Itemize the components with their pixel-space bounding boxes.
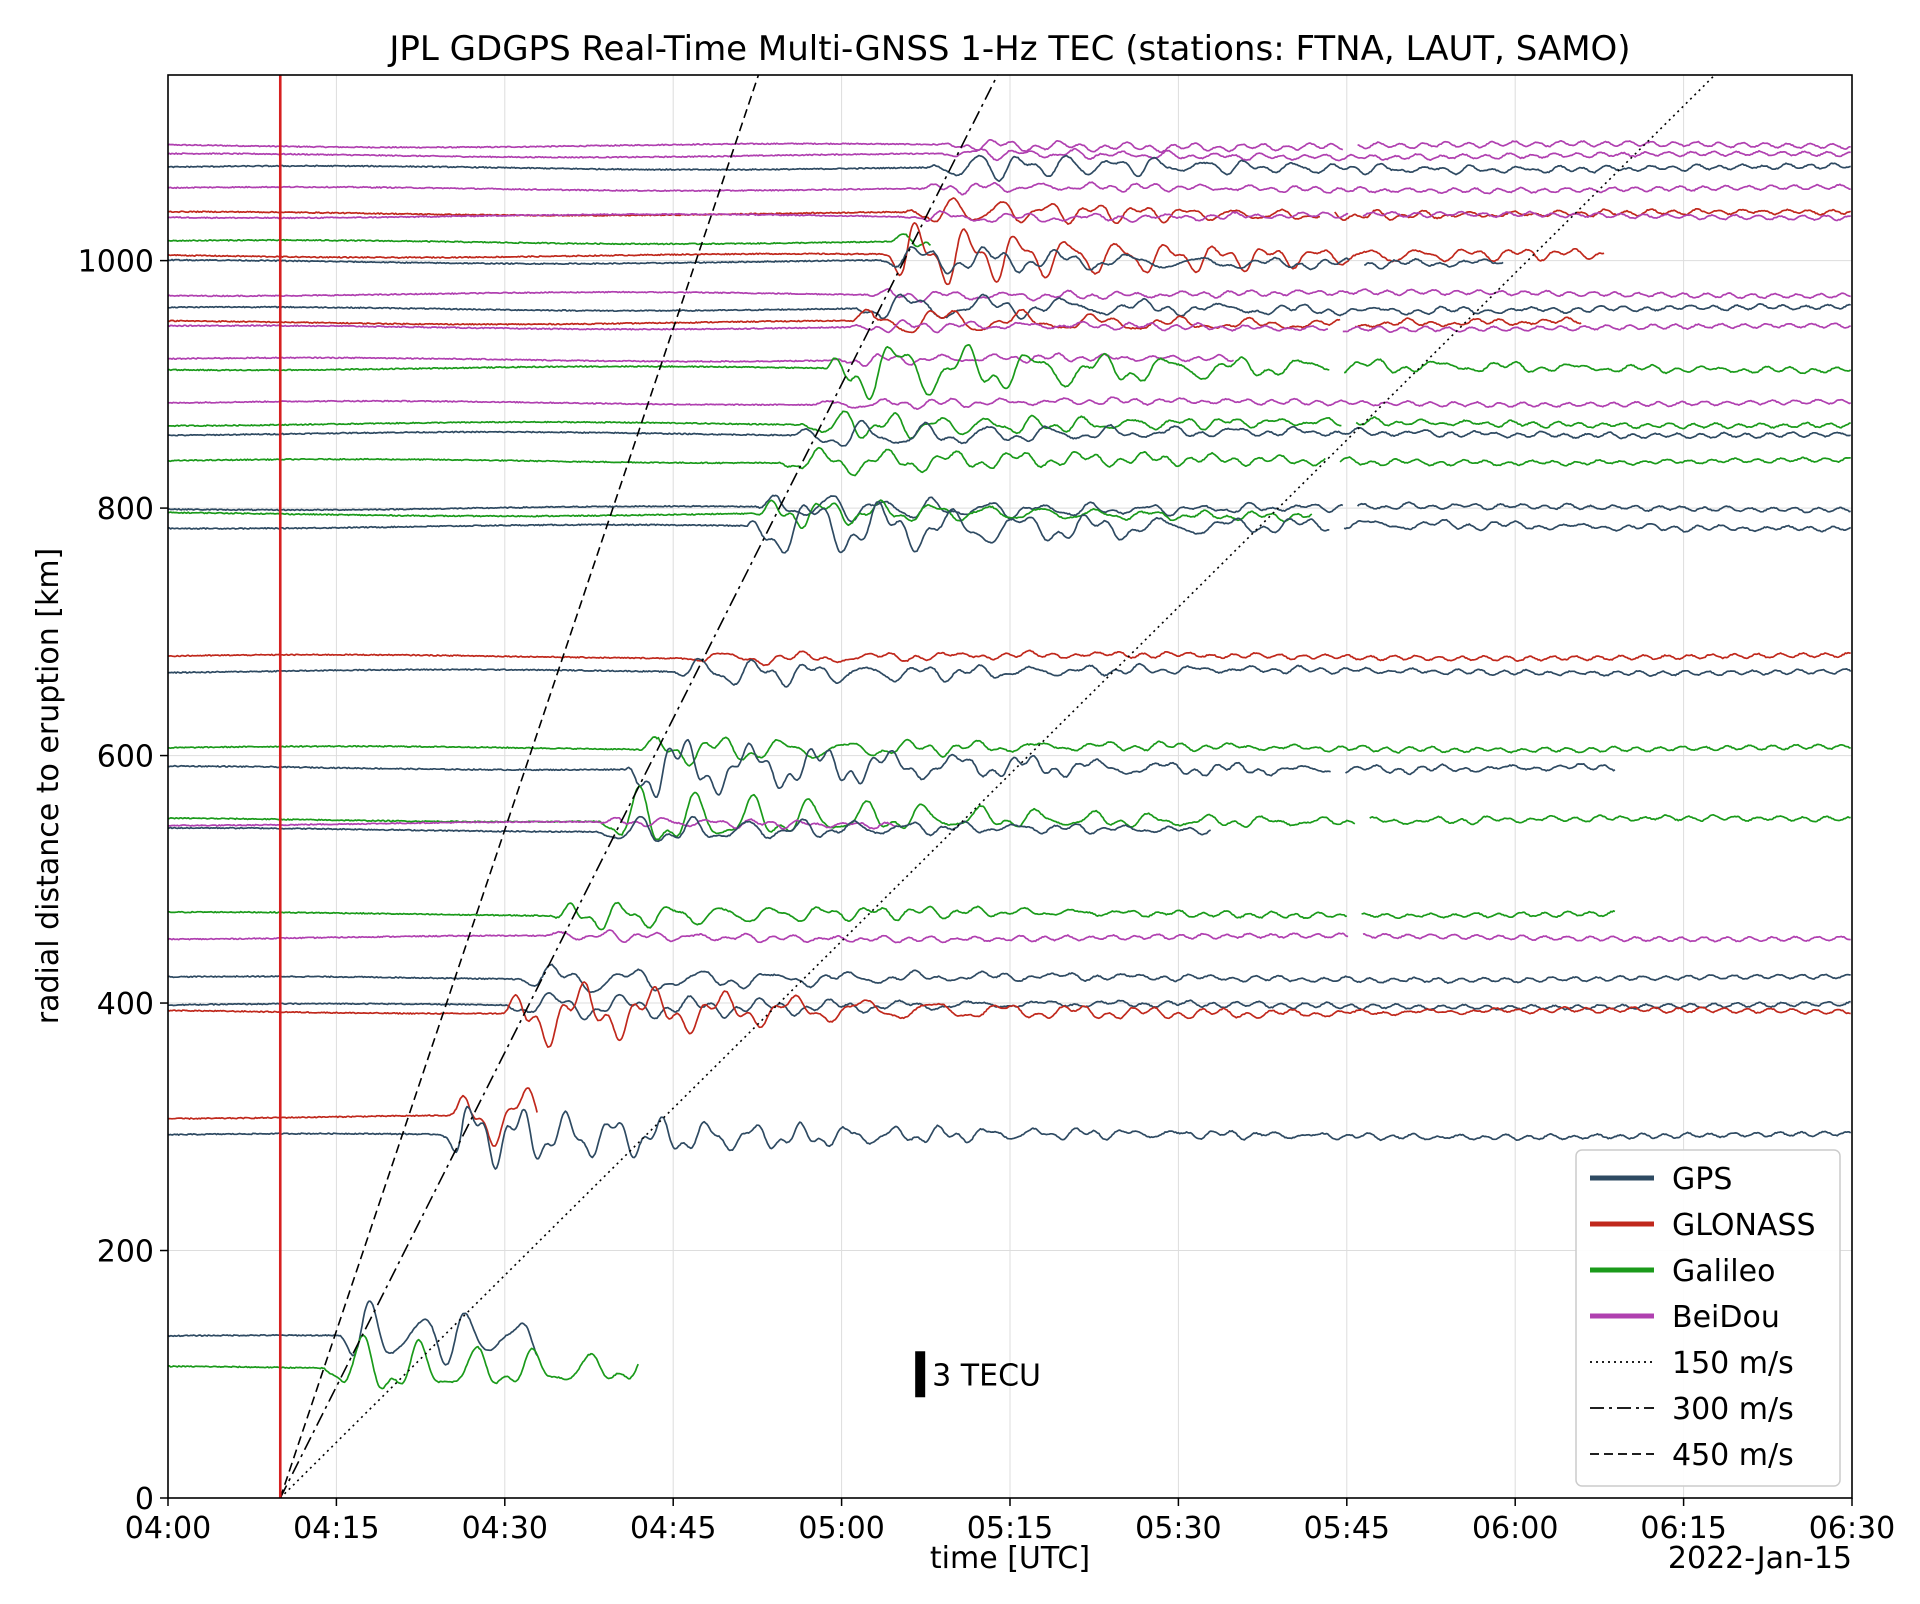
series-line-glonass-7 (168, 222, 1605, 286)
series-line-galileo-20 (168, 499, 1313, 530)
scale-bar: 3 TECU (915, 1351, 1041, 1398)
series-line-gps-36 (168, 1300, 538, 1366)
x-tick-label: 04:30 (462, 1511, 548, 1546)
y-tick-label: 0 (135, 1482, 154, 1517)
series-line-galileo-29 (168, 901, 1616, 931)
date-label: 2022-Jan-15 (1668, 1541, 1852, 1576)
legend-label: GLONASS (1672, 1208, 1816, 1243)
series-line-gps-25 (168, 738, 1616, 799)
series-line-gps-19 (168, 494, 1851, 523)
legend-label: 300 m/s (1672, 1392, 1794, 1427)
x-tick-label: 06:30 (1809, 1511, 1895, 1546)
series-line-beidou-12 (168, 319, 1851, 334)
series-line-glonass-22 (168, 649, 1851, 667)
x-tick-label: 05:30 (1135, 1511, 1221, 1546)
y-tick-label: 200 (97, 1235, 154, 1270)
legend: GPS GLONASS Galileo BeiDou 150 m/s 300 m/s 450… (1575, 1149, 1841, 1487)
reference-line-450-ms (279, 75, 760, 1498)
series-line-beidou-1 (168, 147, 1851, 162)
series-line-glonass-33 (168, 981, 1851, 1048)
series-line-galileo-16 (168, 410, 1851, 440)
series-line-galileo-24 (168, 736, 1851, 767)
series-line-galileo-26 (168, 785, 1851, 841)
series-line-gps-17 (168, 419, 1851, 447)
series-line-beidou-3 (168, 181, 1851, 196)
axes: 04:00 04:15 04:30 04:45 05:00 05:15 05:30 05:45… (78, 245, 1896, 1546)
series-line-gps-21 (168, 500, 1852, 554)
series-line-galileo-37 (168, 1334, 639, 1390)
legend-label: 450 m/s (1672, 1438, 1794, 1473)
series-line-gps-35 (168, 1105, 1852, 1170)
series-line-galileo-18 (168, 446, 1851, 477)
series-line-gps-31 (168, 963, 1851, 994)
series-line-gps-8 (168, 246, 1504, 275)
x-tick-label: 06:15 (1640, 1511, 1726, 1546)
x-tick-label: 04:45 (630, 1511, 716, 1546)
x-tick-label: 06:00 (1472, 1511, 1558, 1546)
y-tick-label: 1000 (78, 245, 154, 280)
y-tick-label: 600 (97, 740, 154, 775)
series-line-beidou-0 (168, 138, 1851, 154)
x-tick-label: 04:00 (125, 1511, 211, 1546)
chart-title: JPL GDGPS Real-Time Multi-GNSS 1-Hz TEC … (387, 29, 1630, 69)
series-line-beidou-27 (168, 816, 897, 830)
x-tick-label: 05:00 (798, 1511, 884, 1546)
series-line-glonass-34 (168, 1087, 538, 1147)
reference-lines (279, 75, 1716, 1498)
y-tick-label: 400 (97, 987, 154, 1022)
reference-line-300-ms (279, 75, 999, 1498)
legend-box (1575, 1149, 1841, 1487)
scale-bar-mark (915, 1351, 926, 1398)
x-tick-label: 04:15 (293, 1511, 379, 1546)
series-line-galileo-6 (168, 233, 932, 248)
series-line-beidou-15 (168, 396, 1852, 411)
reference-line-150-ms (279, 75, 1716, 1498)
series-line-beidou-13 (168, 352, 1235, 367)
series-line-gps-28 (168, 815, 1211, 843)
x-tick-label: 05:15 (967, 1511, 1053, 1546)
series-line-gps-10 (168, 293, 1851, 320)
legend-label: 150 m/s (1672, 1346, 1794, 1381)
legend-label: BeiDou (1672, 1300, 1780, 1335)
y-axis-label: radial distance to eruption [km] (31, 548, 66, 1025)
series-line-galileo-14 (168, 344, 1852, 401)
legend-label: Galileo (1672, 1254, 1775, 1289)
series-line-glonass-11 (168, 308, 1582, 334)
legend-label: GPS (1672, 1162, 1732, 1197)
series-line-gps-2 (168, 154, 1851, 183)
x-tick-label: 05:45 (1304, 1511, 1390, 1546)
series-group (168, 138, 1852, 1390)
x-axis-label: time [UTC] (930, 1541, 1090, 1576)
series-line-beidou-9 (168, 288, 1851, 303)
series-line-beidou-30 (168, 929, 1851, 944)
scale-bar-label: 3 TECU (932, 1358, 1041, 1393)
series-line-gps-23 (168, 657, 1852, 688)
y-tick-label: 800 (97, 492, 154, 527)
series-line-beidou-5 (168, 209, 1851, 223)
